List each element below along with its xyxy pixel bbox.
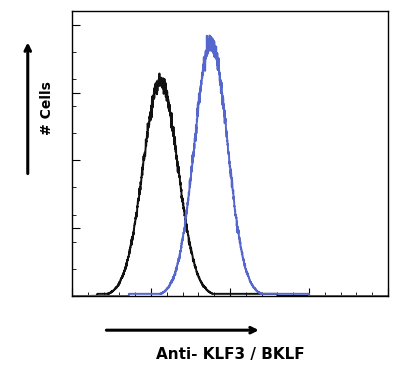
Text: # Cells: # Cells bbox=[40, 81, 54, 135]
Text: Anti- KLF3 / BKLF: Anti- KLF3 / BKLF bbox=[156, 347, 304, 362]
